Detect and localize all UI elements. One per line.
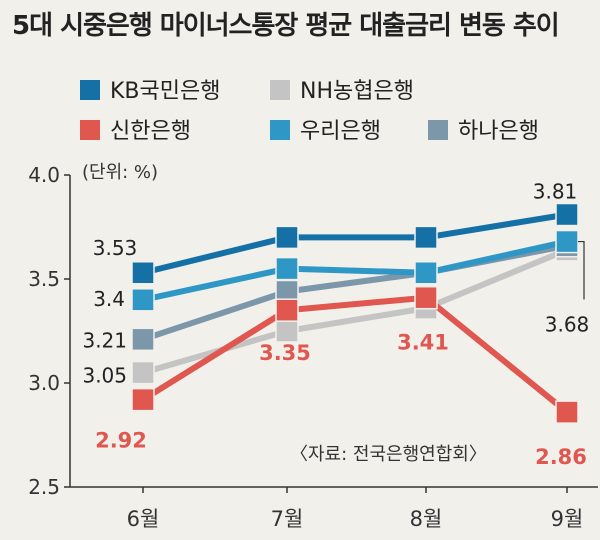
legend-swatch — [80, 120, 100, 140]
legend-label: NH농협은행 — [300, 79, 414, 104]
data-label: 3.21 — [82, 328, 127, 352]
legend-swatch — [270, 120, 290, 140]
data-point — [275, 298, 299, 322]
data-label: 2.92 — [95, 429, 147, 453]
data-label: 3.53 — [93, 236, 138, 260]
data-point — [131, 288, 155, 312]
unit-label: (단위: %) — [82, 162, 158, 183]
data-point — [414, 285, 438, 310]
data-point — [414, 225, 438, 250]
y-tick-label: 4.0 — [28, 163, 60, 187]
legend-label: 신한은행 — [110, 119, 191, 144]
plot-area — [131, 202, 585, 424]
legend-swatch — [80, 80, 100, 100]
x-tick-label: 8월 — [410, 507, 443, 531]
leader-line — [578, 240, 585, 300]
x-tick-label: 6월 — [127, 507, 160, 531]
legend-label: KB국민은행 — [110, 79, 220, 104]
data-label: 3.81 — [533, 180, 578, 204]
data-label: 3.68 — [545, 313, 590, 337]
x-tick-label: 7월 — [271, 507, 304, 531]
data-point — [555, 202, 579, 227]
x-tick-label: 9월 — [551, 507, 584, 531]
data-label: 3.4 — [93, 287, 125, 311]
data-point — [131, 360, 155, 385]
series-line — [142, 238, 568, 303]
y-tick-label: 3.5 — [28, 267, 60, 291]
data-point — [275, 225, 299, 250]
data-label: 2.86 — [535, 445, 587, 469]
source-label: 〈자료: 전국은행연합회〉 — [290, 444, 487, 465]
legend-swatch — [270, 80, 290, 100]
data-point — [131, 261, 155, 285]
data-label: 3.41 — [397, 331, 449, 355]
data-point — [555, 229, 579, 254]
data-point — [555, 400, 579, 424]
series-line — [142, 211, 568, 276]
legend-label: 우리은행 — [300, 119, 381, 144]
data-point — [414, 261, 438, 285]
series-line — [141, 294, 569, 415]
chart-title: 5대 시중은행 마이너스통장 평균 대출금리 변동 추이 — [12, 11, 559, 41]
data-label: 3.05 — [82, 364, 127, 388]
y-tick-label: 3.0 — [28, 371, 60, 395]
legend-swatch — [428, 120, 448, 140]
data-point — [275, 319, 299, 343]
data-point — [131, 387, 155, 412]
data-point — [131, 327, 155, 352]
data-point — [275, 256, 299, 281]
y-tick-label: 2.5 — [28, 475, 60, 499]
axes: 4.0 3.5 3.0 2.5 6월 7월 8월 9월 — [28, 163, 598, 531]
data-label: 3.35 — [259, 341, 311, 365]
legend-label: 하나은행 — [458, 119, 539, 144]
data-labels: 3.53 3.81 3.05 2.92 3.35 3.41 2.86 3.4 3.68 3.21 — [82, 180, 589, 470]
